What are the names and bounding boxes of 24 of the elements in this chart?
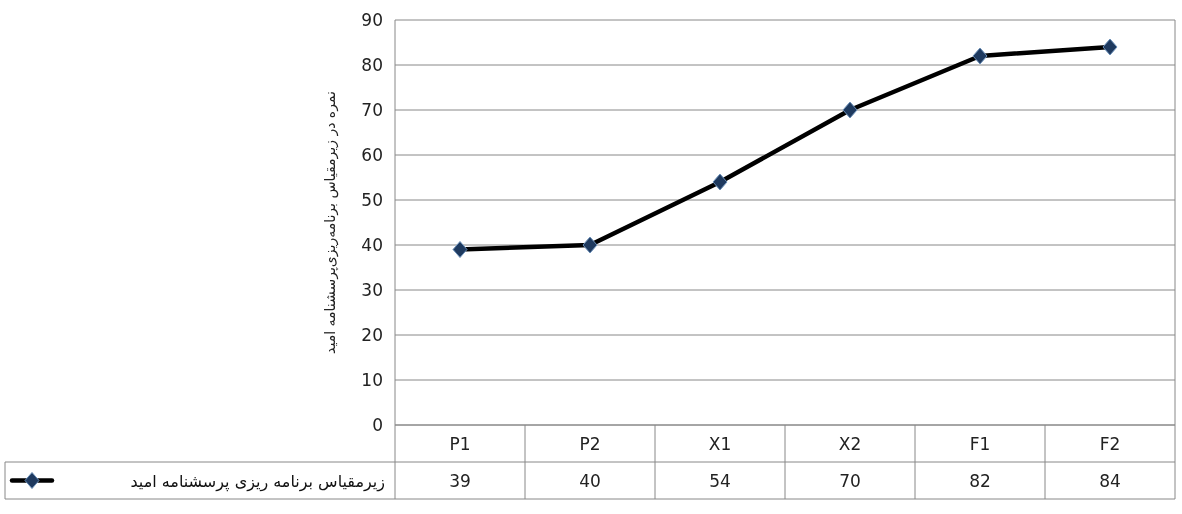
y-tick-label: 30 xyxy=(361,280,383,300)
x-tick-label: X1 xyxy=(708,434,732,454)
data-label: 40 xyxy=(579,471,601,491)
x-tick-label: F2 xyxy=(1099,434,1121,454)
data-label: 84 xyxy=(1099,471,1121,491)
text: زیرمقیاس برنامه ریزی پرسشنامه امید xyxy=(130,471,385,492)
y-tick-label: 80 xyxy=(361,55,383,75)
y-tick-label: 20 xyxy=(361,325,383,345)
y-tick-label: 10 xyxy=(361,370,383,390)
data-label: 82 xyxy=(969,471,991,491)
data-label: 39 xyxy=(449,471,471,491)
y-tick-label: 50 xyxy=(361,190,383,210)
y-tick-label: 90 xyxy=(361,10,383,30)
data-label: 54 xyxy=(709,471,731,491)
y-tick-label: 40 xyxy=(361,235,383,255)
y-tick-label: 0 xyxy=(372,415,383,435)
x-tick-label: P2 xyxy=(579,434,601,454)
y-tick-label: 70 xyxy=(361,100,383,120)
x-tick-label: X2 xyxy=(838,434,862,454)
data-label: 70 xyxy=(839,471,861,491)
x-tick-label: F1 xyxy=(969,434,991,454)
y-tick-label: 60 xyxy=(361,145,383,165)
y-axis-title: نمره در زیرمقیاس برنامه‌ریزی‌پرسشنامه امید xyxy=(322,91,339,354)
x-tick-label: P1 xyxy=(449,434,471,454)
